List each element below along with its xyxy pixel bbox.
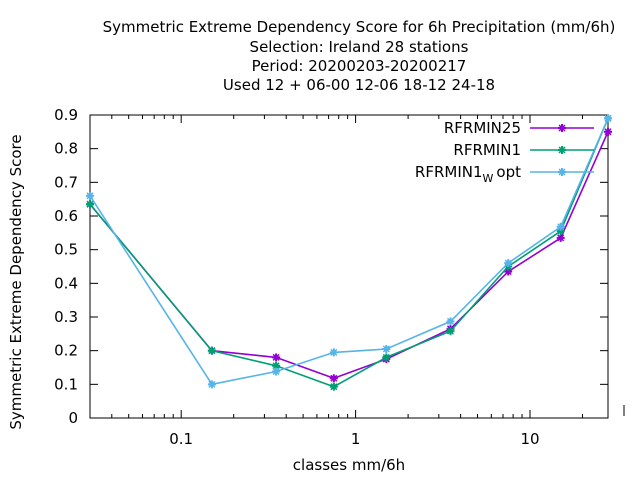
y-axis: 0 0.1 0.2 0.3 0.4 0.5 0.6 0.7 0.8 0.9 <box>54 106 608 427</box>
data-point <box>329 382 338 391</box>
title-line-3: Period: 20200203-20200217 <box>252 57 467 75</box>
legend-label: RFRMIN1W opt <box>415 163 521 185</box>
series-3 <box>86 114 612 389</box>
legend-label: RFRMIN1 <box>453 141 521 159</box>
data-point <box>272 367 281 376</box>
data-point <box>329 374 338 383</box>
series-line <box>89 131 609 380</box>
y-tick-label: 0.4 <box>54 274 78 292</box>
series-line <box>89 118 609 388</box>
y-axis-label: Symmetric Extreme Dependency Score <box>7 134 25 429</box>
data-point <box>446 327 455 336</box>
series-layer <box>86 114 612 391</box>
legend-entry-2: RFRMIN1 <box>453 141 594 159</box>
y-tick-label: 0.3 <box>54 308 78 326</box>
legend: RFRMIN25 RFRMIN1 RFRMIN1W opt <box>415 119 594 185</box>
y-tick-label: 0.8 <box>54 140 78 158</box>
data-point <box>207 346 216 355</box>
plot-frame <box>89 114 609 419</box>
x-axis: 0.1 1 10 <box>89 115 584 448</box>
y-tick-label: 0.2 <box>54 342 78 360</box>
data-point <box>504 259 513 268</box>
series-2 <box>86 114 612 391</box>
x-tick-label: 1 <box>351 430 361 448</box>
title-line-1: Symmetric Extreme Dependency Score for 6… <box>103 18 616 36</box>
data-point <box>556 222 565 231</box>
y-tick-label: 0.9 <box>54 106 78 124</box>
data-point <box>446 317 455 326</box>
legend-entry-1: RFRMIN25 <box>444 119 594 137</box>
legend-swatch-marker <box>558 168 566 176</box>
y-tick-label: 0 <box>68 409 78 427</box>
x-tick-label: 10 <box>520 430 539 448</box>
data-point <box>604 114 612 123</box>
data-point <box>329 348 338 357</box>
series-1 <box>86 127 612 383</box>
data-point <box>604 127 612 136</box>
title-line-4: Used 12 + 06-00 12-06 18-12 24-18 <box>223 76 495 94</box>
legend-label: RFRMIN25 <box>444 119 521 137</box>
y-tick-label: 0.5 <box>54 241 78 259</box>
data-point <box>86 200 94 209</box>
y-tick-label: 0.7 <box>54 173 78 191</box>
legend-entry-3: RFRMIN1W opt <box>415 163 594 185</box>
y-tick-label: 0.6 <box>54 207 78 225</box>
x-tick-label: 0.1 <box>169 430 193 448</box>
data-point <box>382 344 391 353</box>
data-point <box>382 353 391 362</box>
chart-title: Symmetric Extreme Dependency Score for 6… <box>103 18 616 94</box>
y-tick-label: 0.1 <box>54 375 78 393</box>
x-axis-label: classes mm/6h <box>293 456 405 474</box>
legend-swatch-marker <box>558 124 566 132</box>
legend-swatch-marker <box>558 146 566 154</box>
data-point <box>86 191 94 200</box>
data-point <box>272 353 281 362</box>
data-point <box>556 233 565 242</box>
data-point <box>207 380 216 389</box>
title-line-2: Selection: Ireland 28 stations <box>250 38 469 56</box>
